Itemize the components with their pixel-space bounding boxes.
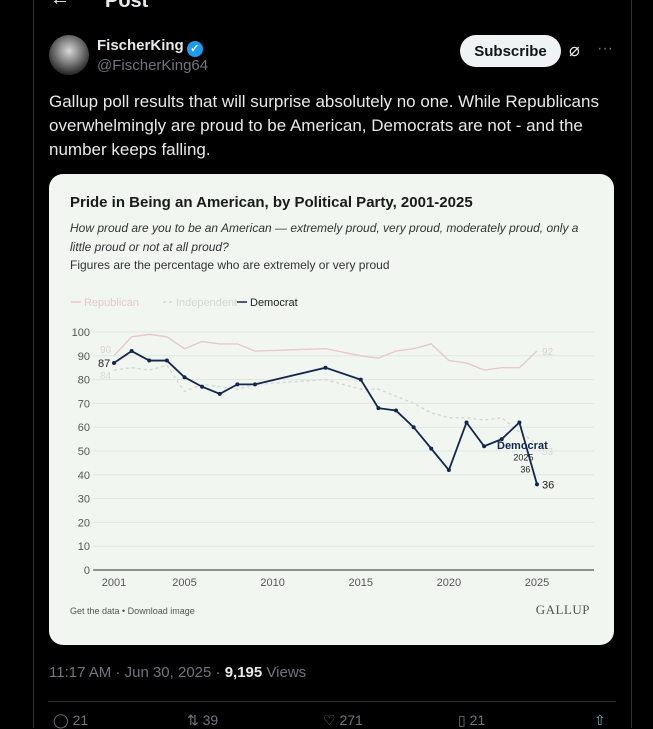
share-icon[interactable]: ⇧ — [594, 712, 606, 728]
tweet-meta: 11:17 AM · Jun 30, 2025 · 9,195 Views — [49, 664, 306, 681]
reply-count: 21 — [72, 712, 89, 728]
y-tick-label: 90 — [78, 351, 90, 363]
reply-button[interactable]: ◯ 21 — [53, 712, 88, 729]
x-tick-label: 2005 — [172, 577, 196, 589]
data-point — [112, 360, 116, 365]
y-tick-label: 70 — [78, 398, 90, 410]
data-point — [164, 358, 169, 363]
page-title: Post — [105, 0, 149, 12]
verified-badge-icon: ✓ — [186, 41, 203, 57]
grok-icon[interactable]: ⌀ — [569, 40, 580, 60]
bookmark-icon: ▯ — [458, 712, 466, 728]
callout-year: 2025 — [513, 453, 533, 463]
chart-note: Figures are the percentage who are extre… — [70, 258, 390, 272]
author-name-text: FischerKing — [97, 37, 184, 54]
data-point — [429, 446, 434, 451]
data-point — [446, 468, 451, 473]
data-point — [182, 375, 187, 380]
repost-button[interactable]: ⇅ 39 — [187, 712, 218, 729]
y-tick-label: 40 — [78, 470, 90, 482]
y-tick-label: 10 — [78, 541, 90, 553]
views-count: 9,195 — [224, 664, 263, 681]
data-point — [200, 384, 205, 389]
data-point — [235, 382, 240, 387]
like-button[interactable]: ♡ 271 — [323, 712, 363, 729]
data-point — [482, 444, 487, 449]
data-point — [394, 408, 398, 413]
more-options-icon[interactable]: ··· — [597, 40, 613, 57]
ind-end-label: 53 — [542, 447, 554, 458]
gallup-logo: GALLUP — [535, 602, 590, 617]
get-data-link[interactable]: Get the data • Download image — [70, 606, 195, 616]
y-tick-label: 0 — [84, 565, 90, 577]
legend-republican: Republican — [84, 297, 139, 309]
legend-democrat: Democrat — [250, 297, 298, 309]
bookmark-button[interactable]: ▯ 21 — [458, 712, 485, 729]
subscribe-button[interactable]: Subscribe — [460, 35, 561, 67]
y-tick-label: 60 — [78, 422, 90, 434]
data-point — [499, 437, 504, 442]
dem-end-label: 36 — [542, 479, 554, 491]
chart-title: Pride in Being an American, by Political… — [70, 194, 473, 211]
data-point — [376, 406, 381, 411]
x-tick-label: 2010 — [260, 577, 284, 589]
like-count: 271 — [339, 712, 363, 728]
series-independent — [113, 364, 538, 445]
x-tick-label: 2015 — [349, 577, 373, 589]
data-point — [535, 482, 539, 487]
y-tick-label: 30 — [78, 494, 90, 506]
repost-count: 39 — [202, 712, 219, 728]
sep: · — [111, 664, 125, 681]
series-democrat — [113, 349, 538, 485]
rep-end-label: 92 — [542, 347, 554, 358]
sep: · — [211, 664, 225, 681]
data-point — [464, 420, 469, 425]
x-tick-label: 2020 — [437, 577, 461, 589]
divider — [48, 701, 616, 702]
dem-callout: Democrat — [497, 440, 548, 452]
data-point — [411, 425, 416, 430]
x-tick-label: 2025 — [525, 577, 549, 589]
data-point — [147, 358, 152, 363]
y-tick-label: 20 — [78, 517, 90, 529]
y-tick-label: 100 — [72, 327, 90, 339]
tweet-time[interactable]: 11:17 AM — [49, 664, 112, 681]
bookmark-count: 21 — [469, 712, 486, 728]
data-point — [129, 349, 134, 354]
line-chart: Republican Independent Democrat 0 10 20 30 40 50… — [71, 297, 594, 589]
author-name[interactable]: FischerKing ✓ — [97, 37, 203, 57]
dem-start-label: 87 — [98, 358, 110, 370]
repost-icon: ⇅ — [187, 712, 199, 728]
y-tick-label: 50 — [78, 446, 90, 458]
callout-value: 36 — [520, 464, 530, 474]
avatar[interactable] — [49, 35, 89, 75]
tweet-text: Gallup poll results that will surprise a… — [49, 92, 599, 159]
rep-start-label: 90 — [100, 345, 112, 356]
ind-start-label: 84 — [100, 371, 112, 382]
chart-image-card[interactable]: Pride in Being an American, by Political… — [49, 174, 614, 645]
timeline-column — [33, 0, 632, 728]
chart-subtitle: How proud are you to be an American — ex… — [70, 221, 579, 254]
back-arrow-icon[interactable]: ← — [50, 0, 70, 11]
data-point — [217, 391, 222, 396]
data-point — [323, 365, 328, 370]
x-tick-label: 2001 — [102, 577, 126, 589]
data-point — [517, 420, 522, 425]
reply-icon: ◯ — [53, 712, 69, 728]
heart-icon: ♡ — [323, 712, 336, 728]
y-tick-label: 80 — [78, 375, 90, 387]
views-label: Views — [266, 664, 307, 681]
data-point — [358, 377, 363, 382]
legend-independent: Independent — [176, 297, 237, 309]
series-republican — [113, 333, 538, 371]
tweet-date[interactable]: Jun 30, 2025 — [124, 664, 212, 681]
data-point — [253, 382, 257, 387]
author-handle[interactable]: @FischerKing64 — [97, 57, 209, 74]
